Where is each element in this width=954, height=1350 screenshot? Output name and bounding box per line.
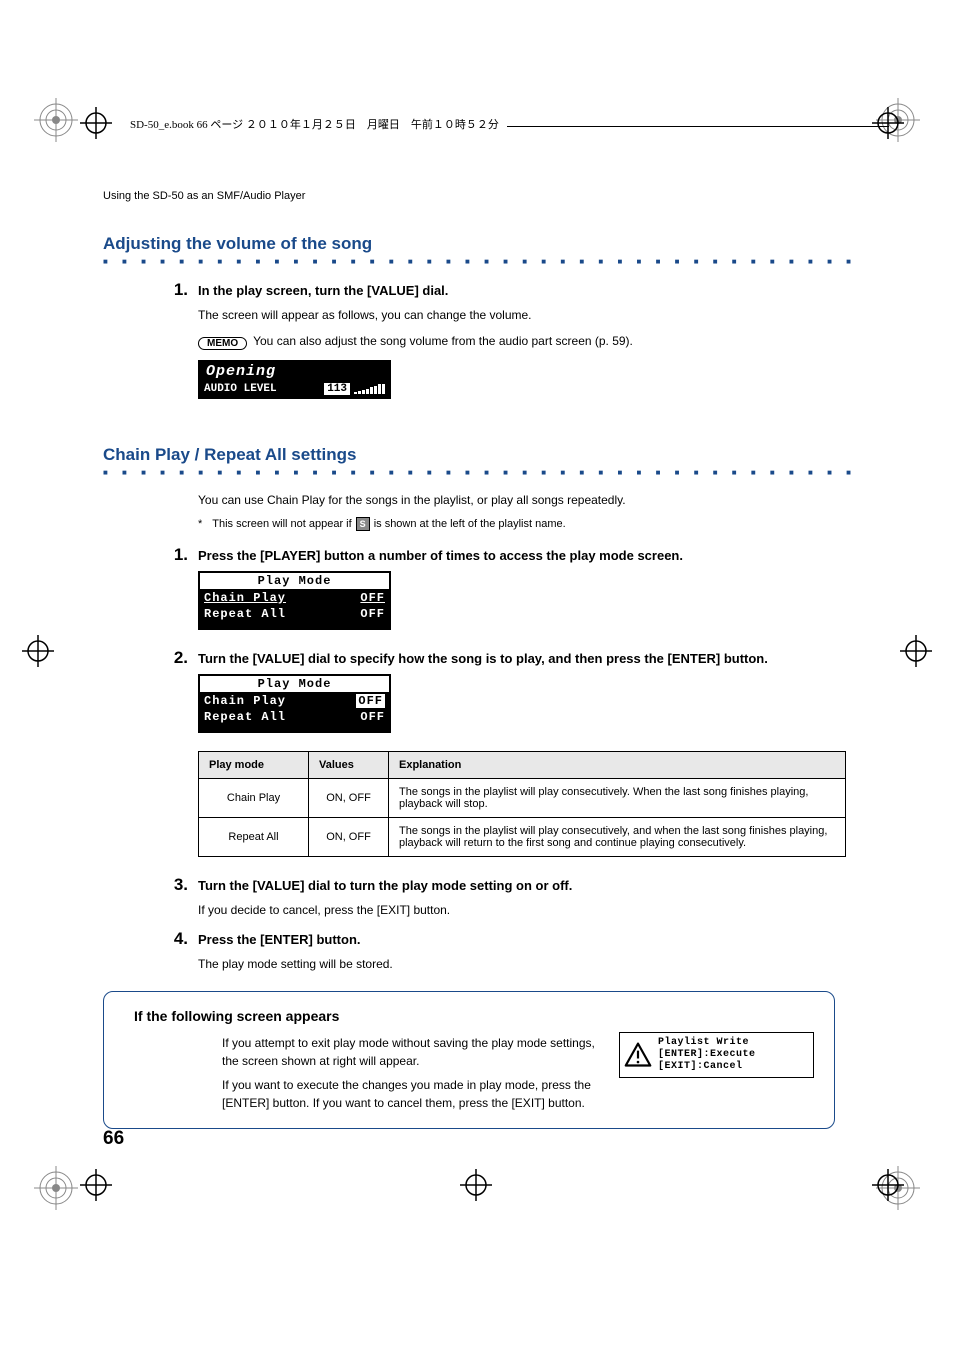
s-icon: S bbox=[356, 517, 370, 531]
memo-text: You can also adjust the song volume from… bbox=[253, 334, 633, 350]
step-body: If you decide to cancel, press the [EXIT… bbox=[198, 901, 853, 919]
crosshair-icon bbox=[460, 1169, 492, 1201]
table-header: Play mode bbox=[199, 752, 309, 779]
section-title-chainplay: Chain Play / Repeat All settings bbox=[103, 445, 853, 465]
crosshair-icon bbox=[80, 1169, 112, 1201]
step-number: 1. bbox=[103, 280, 188, 300]
crosshair-icon bbox=[900, 635, 932, 667]
table-header: Explanation bbox=[389, 752, 846, 779]
divider-dots: ■ ■ ■ ■ ■ ■ ■ ■ ■ ■ ■ ■ ■ ■ ■ ■ ■ ■ ■ ■ … bbox=[103, 468, 853, 477]
step-number: 4. bbox=[103, 929, 188, 949]
memo-badge: MEMO bbox=[198, 337, 247, 350]
table-row: Repeat All ON, OFF The songs in the play… bbox=[199, 818, 846, 857]
crosshair-icon bbox=[80, 107, 112, 139]
intro-text: You can use Chain Play for the songs in … bbox=[198, 491, 853, 509]
lcd-screen-warning: Playlist Write [ENTER]:Execute [EXIT]:Ca… bbox=[619, 1032, 814, 1078]
step-title: Press the [ENTER] button. bbox=[198, 932, 853, 947]
footnote: * This screen will not appear if S is sh… bbox=[198, 517, 853, 531]
step-number: 3. bbox=[103, 875, 188, 895]
step-title: Turn the [VALUE] dial to turn the play m… bbox=[198, 878, 853, 893]
step-number: 2. bbox=[103, 648, 188, 668]
callout-paragraph: If you attempt to exit play mode without… bbox=[222, 1034, 602, 1070]
level-meter-icon bbox=[354, 384, 385, 394]
lcd-header: Play Mode bbox=[200, 676, 389, 693]
step-title: Turn the [VALUE] dial to specify how the… bbox=[198, 651, 853, 666]
lcd-value: 113 bbox=[324, 383, 350, 395]
registration-mark-icon bbox=[34, 98, 78, 142]
crosshair-icon bbox=[22, 635, 54, 667]
section-title-volume: Adjusting the volume of the song bbox=[103, 234, 853, 254]
breadcrumb: Using the SD-50 as an SMF/Audio Player bbox=[103, 190, 853, 202]
step-number: 1. bbox=[103, 545, 188, 565]
divider-dots: ■ ■ ■ ■ ■ ■ ■ ■ ■ ■ ■ ■ ■ ■ ■ ■ ■ ■ ■ ■ … bbox=[103, 257, 853, 266]
callout-box: If the following screen appears If you a… bbox=[103, 991, 835, 1129]
table-header: Values bbox=[309, 752, 389, 779]
step-body: The play mode setting will be stored. bbox=[198, 955, 853, 973]
callout-title: If the following screen appears bbox=[134, 1008, 814, 1024]
callout-paragraph: If you want to execute the changes you m… bbox=[222, 1076, 602, 1112]
lcd-screen-playmode-2: Play Mode Chain PlayOFF Repeat AllOFF bbox=[198, 674, 391, 733]
page-number: 66 bbox=[103, 1128, 124, 1150]
registration-mark-icon bbox=[34, 1166, 78, 1210]
table-row: Chain Play ON, OFF The songs in the play… bbox=[199, 779, 846, 818]
lcd-title: Opening bbox=[200, 362, 389, 381]
print-header-text: SD-50_e.book 66 ページ ２０１０年１月２５日 月曜日 午前１０時… bbox=[130, 116, 507, 132]
lcd-header: Play Mode bbox=[200, 573, 389, 590]
lcd-screen-playmode-1: Play Mode Chain PlayOFF Repeat AllOFF bbox=[198, 571, 391, 630]
playmode-table: Play mode Values Explanation Chain Play … bbox=[198, 751, 846, 857]
step-body: The screen will appear as follows, you c… bbox=[198, 306, 853, 324]
crosshair-icon bbox=[872, 1169, 904, 1201]
crosshair-icon bbox=[872, 107, 904, 139]
step-title: Press the [PLAYER] button a number of ti… bbox=[198, 548, 853, 563]
lcd-label: AUDIO LEVEL bbox=[204, 383, 277, 395]
warning-triangle-icon bbox=[624, 1041, 652, 1069]
lcd-screen-volume: Opening AUDIO LEVEL 113 bbox=[198, 360, 391, 399]
step-title: In the play screen, turn the [VALUE] dia… bbox=[198, 283, 853, 298]
